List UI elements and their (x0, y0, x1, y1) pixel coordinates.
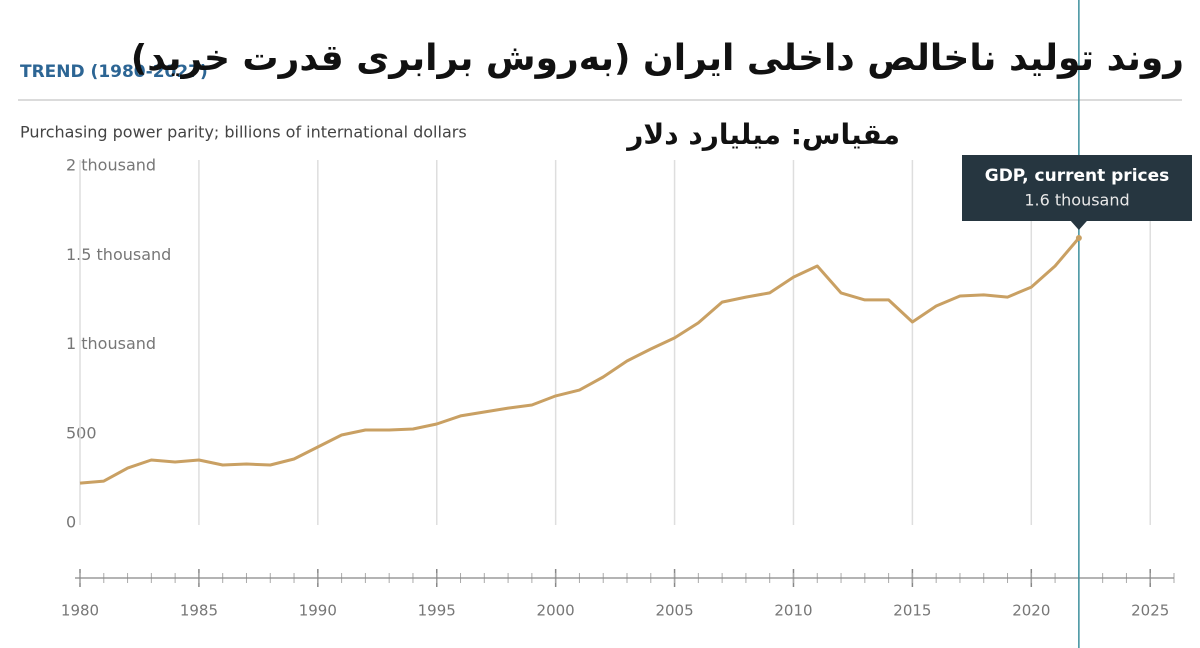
x-tick-label: 2015 (893, 602, 931, 620)
x-tick-label: 2025 (1131, 602, 1169, 620)
tooltip-title: GDP, current prices (985, 166, 1170, 186)
cursor-point (1075, 234, 1082, 241)
x-tick-label: 2020 (1012, 602, 1050, 620)
tooltip-arrow (1070, 221, 1087, 230)
subtitle: Purchasing power parity; billions of int… (20, 123, 467, 142)
x-tick-label: 1985 (180, 602, 218, 620)
y-tick-label: 500 (66, 423, 97, 442)
y-tick-label: 0 (66, 513, 76, 532)
x-tick-label: 1990 (299, 602, 337, 620)
x-tick-label: 2010 (774, 602, 812, 620)
tooltip-value: 1.6 thousand (1024, 191, 1129, 210)
x-tick-label: 1995 (418, 602, 456, 620)
y-tick-label: 2 thousand (66, 156, 156, 175)
header-label: TREND (1980-2027) (20, 62, 208, 82)
unit-note: مقیاس: میلیارد دلار (627, 118, 900, 151)
tooltip-box (962, 155, 1192, 221)
data-line (79, 237, 1081, 485)
x-tick-label: 2005 (655, 602, 693, 620)
y-tick-label: 1 thousand (66, 334, 156, 353)
chart-title: روند تولید ناخالص داخلی ایران (به‌روش بر… (130, 38, 1184, 79)
y-tick-label: 1.5 thousand (66, 245, 171, 264)
x-tick-label: 2000 (537, 602, 575, 620)
x-tick-label: 1980 (61, 602, 99, 620)
